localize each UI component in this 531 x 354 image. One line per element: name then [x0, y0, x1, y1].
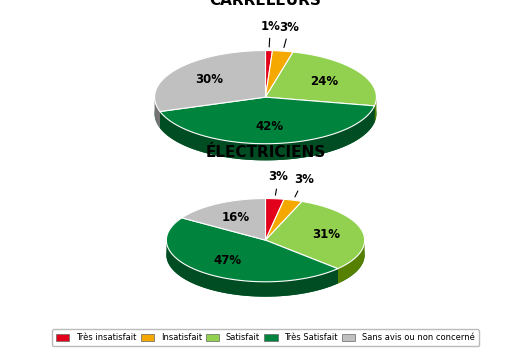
Polygon shape	[266, 199, 302, 240]
Polygon shape	[160, 97, 266, 128]
Polygon shape	[266, 97, 374, 122]
Polygon shape	[374, 97, 376, 122]
Text: 31%: 31%	[312, 228, 340, 241]
Text: 47%: 47%	[213, 255, 241, 267]
Polygon shape	[266, 240, 338, 284]
Polygon shape	[182, 199, 266, 240]
Polygon shape	[166, 218, 338, 282]
Text: 30%: 30%	[195, 73, 223, 86]
Text: 42%: 42%	[256, 120, 284, 133]
Polygon shape	[266, 51, 272, 97]
Text: 24%: 24%	[311, 75, 339, 88]
Polygon shape	[266, 51, 293, 97]
Polygon shape	[160, 97, 266, 128]
Text: 3%: 3%	[269, 171, 288, 195]
Polygon shape	[166, 213, 365, 297]
Polygon shape	[155, 51, 266, 112]
Polygon shape	[160, 106, 374, 160]
Title: CARRELEURS: CARRELEURS	[210, 0, 321, 8]
Text: 3%: 3%	[279, 21, 299, 47]
Polygon shape	[338, 240, 365, 284]
Text: 1%: 1%	[260, 20, 280, 47]
Polygon shape	[155, 97, 160, 128]
Text: 3%: 3%	[294, 173, 314, 197]
Polygon shape	[166, 240, 338, 297]
Title: ÉLECTRICIENS: ÉLECTRICIENS	[205, 145, 326, 160]
Text: 16%: 16%	[221, 211, 250, 224]
Polygon shape	[266, 97, 374, 122]
Polygon shape	[266, 240, 338, 284]
Polygon shape	[266, 52, 376, 106]
Polygon shape	[266, 199, 284, 240]
Polygon shape	[266, 201, 365, 269]
Polygon shape	[155, 67, 376, 160]
Legend: Très insatisfait, Insatisfait, Satisfait, Très Satisfait, Sans avis ou non conce: Très insatisfait, Insatisfait, Satisfait…	[52, 329, 479, 346]
Polygon shape	[160, 97, 374, 144]
